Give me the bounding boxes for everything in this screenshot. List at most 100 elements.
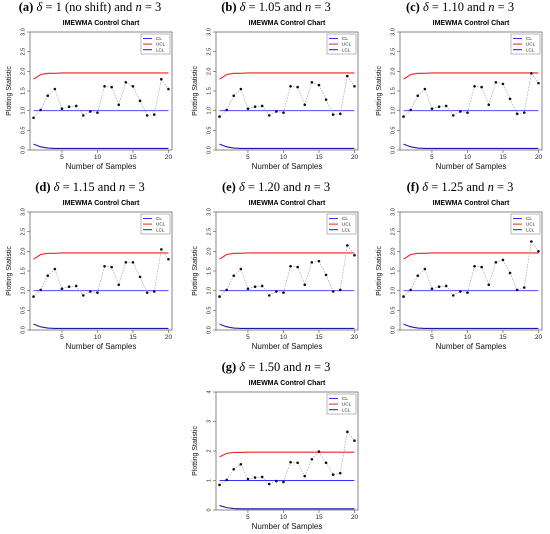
delta-value: 1.10 xyxy=(442,0,464,14)
panel-caption: (b) δ = 1.05 and n = 3 xyxy=(188,0,364,15)
panel-caption: (e) δ = 1.20 and n = 3 xyxy=(188,180,364,195)
data-point xyxy=(423,87,427,91)
data-point xyxy=(239,462,243,466)
caption-equals: = xyxy=(310,360,325,374)
y-tick-label: 1.5 xyxy=(20,267,26,275)
y-tick-label: 3.0 xyxy=(20,28,26,36)
data-point xyxy=(246,107,250,110)
legend-label-lcl: LCL xyxy=(526,47,535,52)
chart-panel-f: (f) δ = 1.25 and n = 3 IMEWMA Control Cha… xyxy=(372,180,548,352)
y-tick-label: 1.5 xyxy=(390,267,396,275)
y-tick-label: 2.5 xyxy=(390,228,396,236)
statistic-segment xyxy=(297,462,306,477)
legend-label-cl: CL xyxy=(156,36,162,41)
data-point xyxy=(232,467,236,471)
ucl-line xyxy=(219,451,355,458)
data-point xyxy=(416,94,420,98)
n-value: 3 xyxy=(138,180,145,194)
data-point xyxy=(117,283,121,287)
caption-and: and xyxy=(94,180,119,194)
data-point xyxy=(225,108,228,112)
statistic-segment xyxy=(97,266,105,293)
caption-and: and xyxy=(279,180,305,194)
statistic-segment xyxy=(481,266,490,285)
delta-symbol: δ xyxy=(422,0,429,14)
lcl-line xyxy=(219,323,355,329)
data-point xyxy=(152,290,156,293)
ucl-line xyxy=(403,72,539,80)
data-point xyxy=(39,288,42,292)
ucl-line xyxy=(219,72,355,80)
panel-label: (b) xyxy=(221,0,237,14)
x-tick-label: 20 xyxy=(351,154,359,161)
data-point xyxy=(310,457,314,461)
caption-and: and xyxy=(463,0,489,14)
data-point xyxy=(67,105,71,109)
n-symbol: n xyxy=(304,0,312,14)
x-tick-label: 5 xyxy=(60,154,64,161)
x-tick-label: 10 xyxy=(280,334,288,341)
ucl-line xyxy=(33,252,169,260)
data-point xyxy=(145,291,149,294)
legend-label-lcl: LCL xyxy=(156,47,165,52)
data-point xyxy=(81,114,85,117)
data-point xyxy=(501,258,505,262)
data-point xyxy=(89,110,92,113)
statistic-segment xyxy=(269,291,277,296)
y-tick-label: 0.5 xyxy=(206,307,212,315)
data-point xyxy=(289,84,292,88)
statistic-segment xyxy=(83,111,91,116)
data-point xyxy=(409,288,412,292)
y-tick-label: 0.5 xyxy=(390,127,396,135)
data-point xyxy=(303,474,307,478)
statistic-segment xyxy=(97,86,105,113)
statistic-segment xyxy=(467,266,475,293)
y-tick-label: 1.5 xyxy=(390,87,396,95)
statistic-segment xyxy=(33,109,41,118)
data-point xyxy=(39,108,42,112)
statistic-segment xyxy=(132,86,141,101)
data-point xyxy=(167,257,170,261)
statistic-segment xyxy=(318,261,327,276)
y-tick-label: 1.5 xyxy=(20,87,26,95)
caption-equals: = xyxy=(310,180,324,194)
data-point xyxy=(310,81,314,84)
data-point xyxy=(60,287,64,290)
data-point xyxy=(522,111,526,114)
y-tick-label: 0.0 xyxy=(390,146,396,154)
data-point xyxy=(451,114,455,117)
data-point xyxy=(89,290,92,293)
data-point xyxy=(437,285,441,289)
panel-caption: (d) δ = 1.15 and n = 3 xyxy=(2,180,178,195)
y-tick-label: 2.5 xyxy=(206,48,212,56)
y-axis-label: Plotting Statistic xyxy=(192,426,199,476)
data-point xyxy=(353,439,356,442)
y-axis-label: Plotting Statistic xyxy=(376,246,383,296)
y-tick-label: 2.5 xyxy=(206,228,212,236)
caption-equals: = xyxy=(428,180,442,194)
y-tick-label: 2.5 xyxy=(20,48,26,56)
delta-symbol: δ xyxy=(239,0,246,14)
data-point xyxy=(416,274,420,278)
data-point xyxy=(103,84,106,88)
statistic-segment xyxy=(531,73,539,84)
caption-equals: = xyxy=(245,0,259,14)
y-tick-label: 0.5 xyxy=(206,127,212,135)
data-point xyxy=(530,72,533,75)
data-point xyxy=(239,87,243,91)
statistic-segment xyxy=(118,82,127,105)
y-tick-label: 3.0 xyxy=(20,208,26,216)
statistic-segment xyxy=(240,464,249,480)
data-point xyxy=(246,287,250,290)
data-point xyxy=(96,291,99,294)
data-point xyxy=(232,274,236,278)
caption-equals: = xyxy=(141,0,155,14)
y-axis-label: Plotting Statistic xyxy=(192,246,199,296)
legend-label-ucl: UCL xyxy=(156,222,166,227)
data-point xyxy=(317,259,321,263)
y-tick-label: 1.5 xyxy=(206,87,212,95)
data-point xyxy=(409,108,412,112)
x-tick-label: 15 xyxy=(315,514,323,521)
data-point xyxy=(110,265,113,269)
statistic-segment xyxy=(531,241,539,252)
